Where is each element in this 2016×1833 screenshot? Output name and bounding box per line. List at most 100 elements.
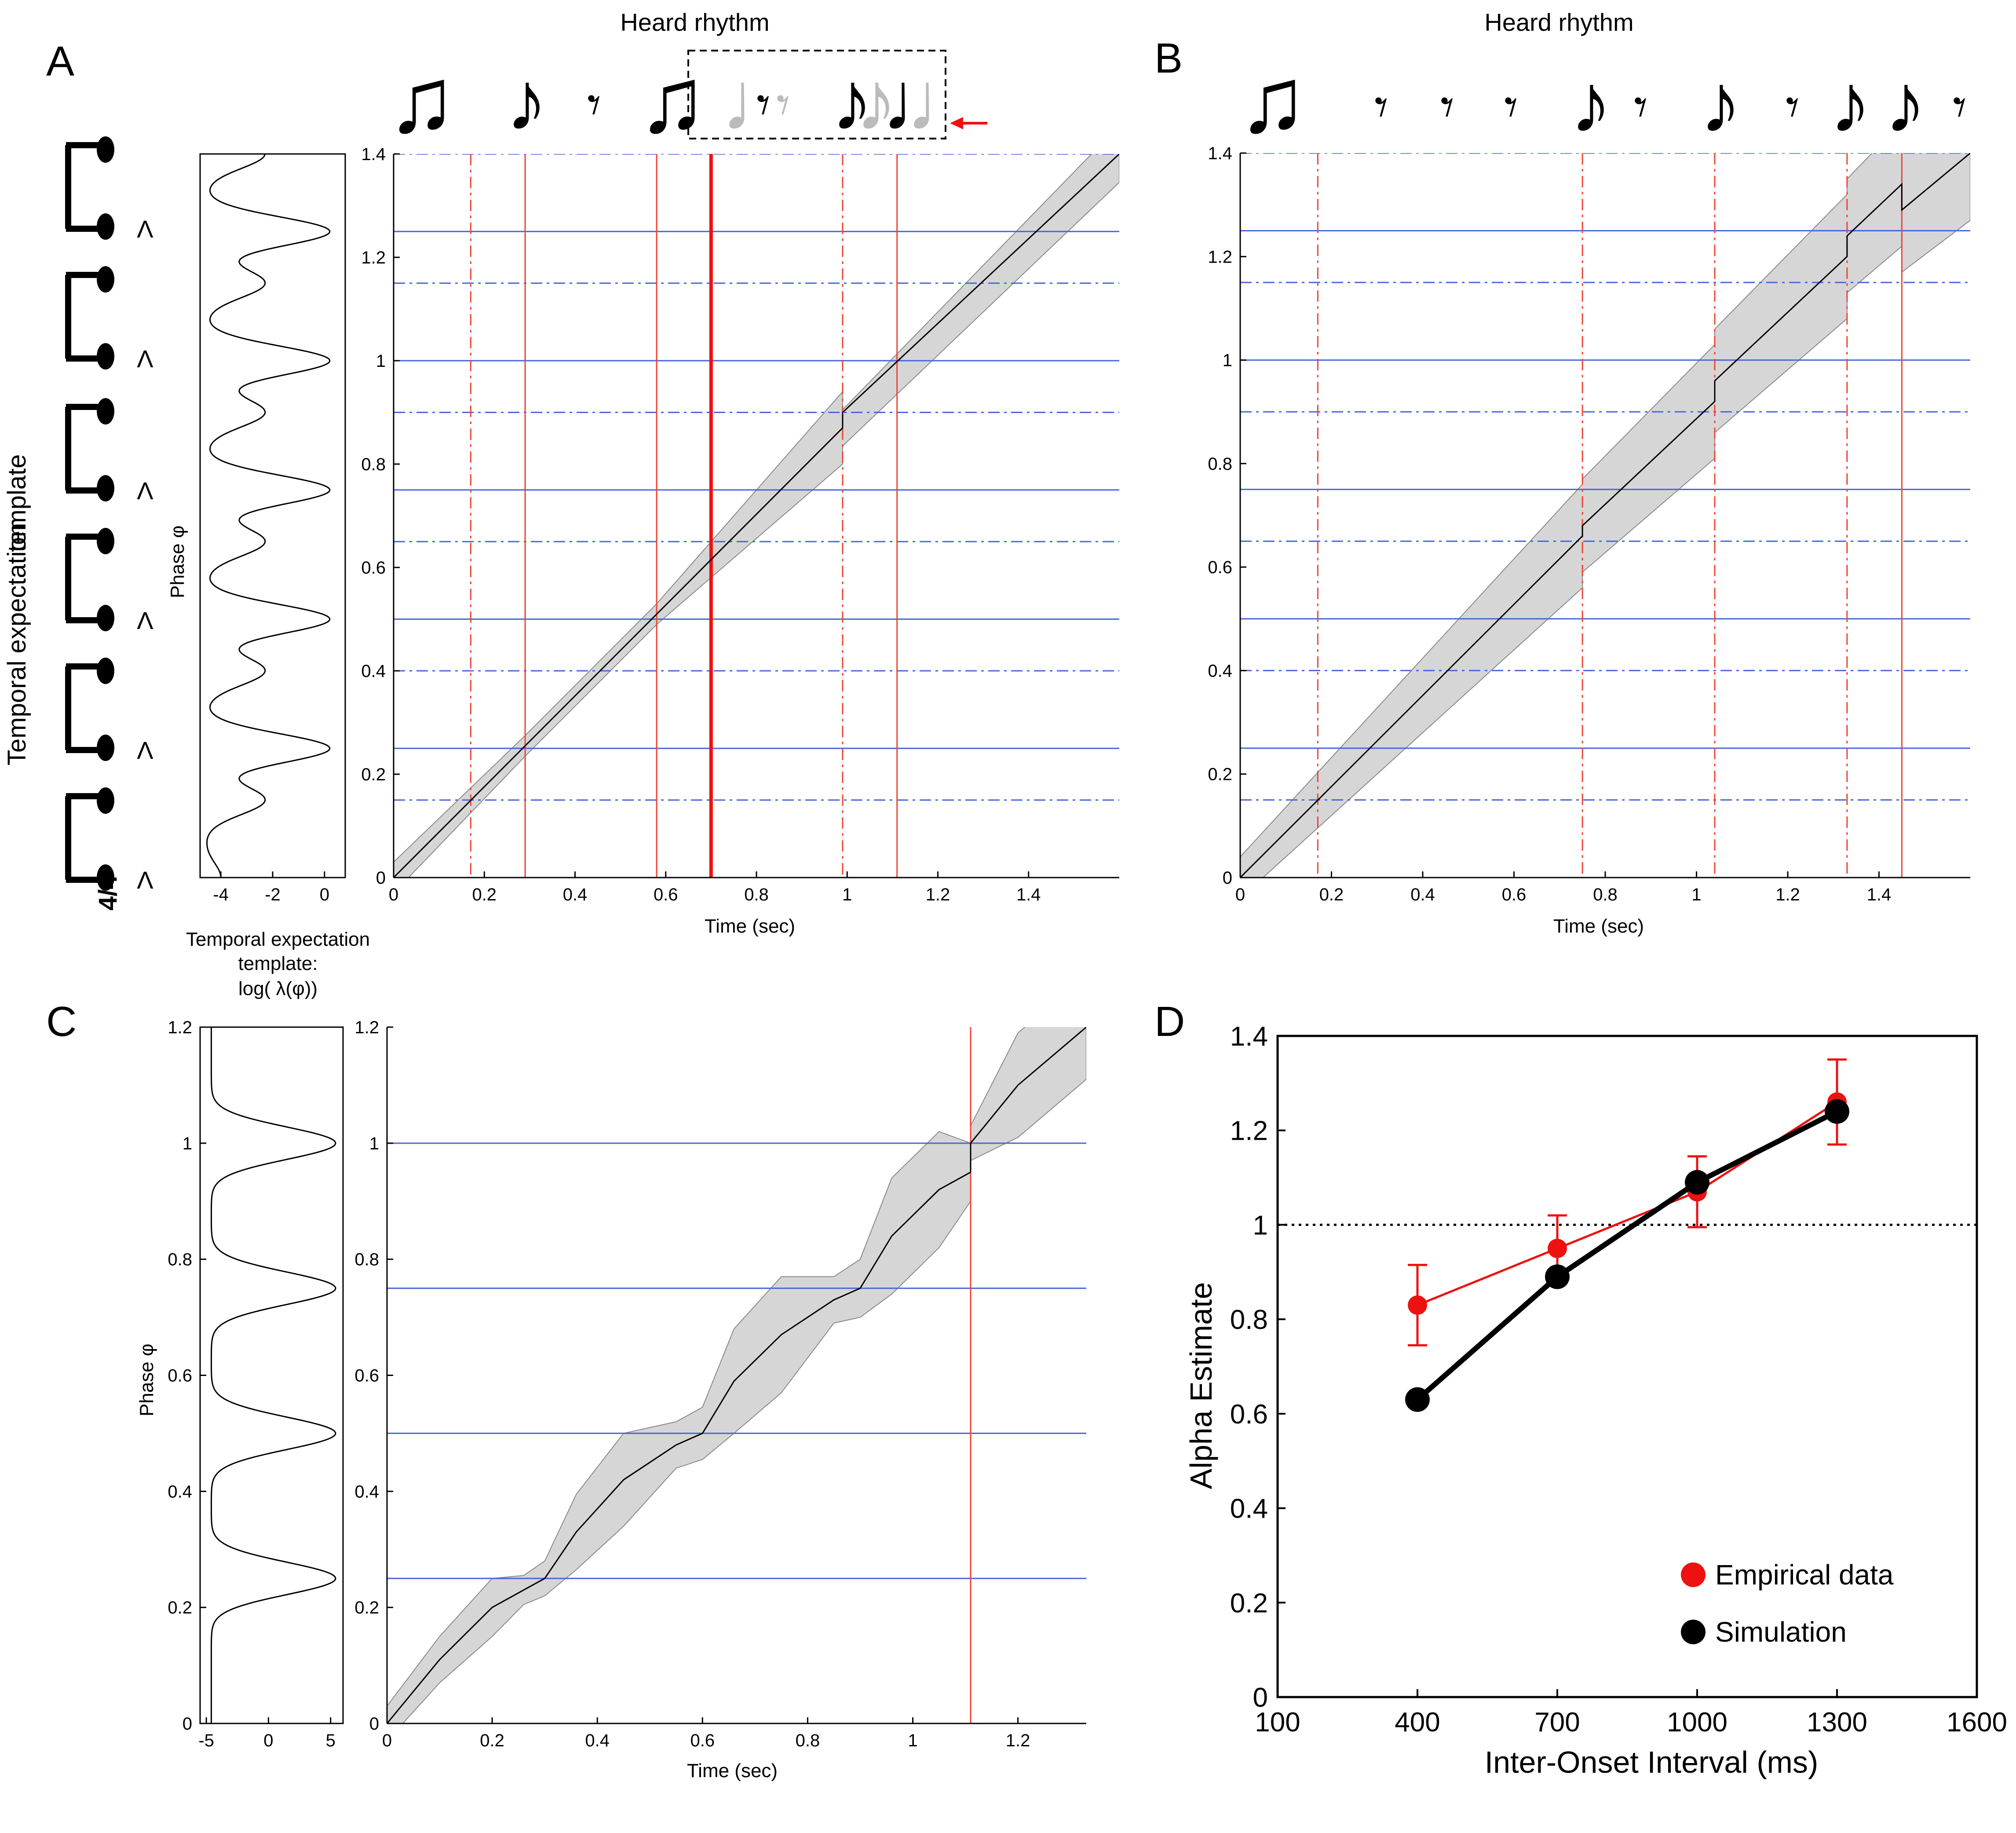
y-tick-label-1: 0.2 bbox=[361, 765, 386, 784]
x-tick-label-3: 0.6 bbox=[654, 885, 678, 904]
panel-a-template-xlabel-3: log( λ(φ)) bbox=[238, 978, 318, 999]
y-tick-label-0: 0 bbox=[1223, 868, 1232, 888]
d-x-tick-label-3: 1000 bbox=[1667, 1707, 1727, 1738]
y-tick-label-6: 1.2 bbox=[1208, 247, 1232, 267]
d-x-tick-label-0: 100 bbox=[1255, 1707, 1300, 1738]
series-line-0 bbox=[1417, 1101, 1838, 1306]
note-head-bottom-2 bbox=[97, 475, 114, 501]
template-x-tick-label-1: -2 bbox=[265, 885, 281, 904]
note-head-bottom-5 bbox=[97, 864, 114, 891]
rest-a3: 𝄾 bbox=[587, 76, 601, 135]
d-y-tick-label-5: 1 bbox=[1253, 1210, 1268, 1240]
d-x-tick-label-4: 1300 bbox=[1807, 1707, 1867, 1738]
y-tick-label-5: 1 bbox=[376, 351, 386, 371]
ghost-note-a9: ♪ bbox=[855, 55, 897, 148]
note-head-bottom-4 bbox=[97, 735, 114, 761]
x-tick-label-0: 0 bbox=[389, 885, 398, 904]
template-rotated-label-2: template bbox=[3, 454, 31, 552]
y-tick-label-0: 0 bbox=[369, 1714, 379, 1734]
template-frame bbox=[199, 153, 346, 878]
x-tick-label-5: 1 bbox=[842, 885, 852, 904]
note-head-bottom-1 bbox=[97, 343, 114, 370]
time-signature-text: 4/4 bbox=[94, 875, 122, 911]
template-x-tick-label-2: 5 bbox=[326, 1731, 336, 1750]
template-curve bbox=[206, 154, 331, 878]
d-y-tick-label-4: 0.8 bbox=[1230, 1305, 1268, 1335]
d-x-tick-label-1: 400 bbox=[1395, 1707, 1440, 1738]
legend-marker-empirical bbox=[1681, 1562, 1706, 1587]
ghost-rest-a7: 𝄾 bbox=[776, 76, 790, 135]
x-tick-label-6: 1.2 bbox=[926, 885, 950, 904]
plot-area bbox=[394, 154, 1119, 878]
template-x-tick-label-0: -4 bbox=[213, 885, 229, 904]
x-tick-label-2: 0.4 bbox=[563, 885, 588, 904]
x-tick-label-7: 1.4 bbox=[1016, 885, 1041, 904]
rest-b6: 𝄾 bbox=[1634, 78, 1648, 137]
panel-d-frame bbox=[1276, 1035, 1978, 1698]
rhythm-notation-a: ♫ ♪ 𝄾 ♫ ♩ 𝄾 𝄾 ♪ ♪ ♩ ♩ bbox=[387, 48, 990, 152]
d-y-tick-label-3: 0.6 bbox=[1230, 1399, 1268, 1430]
x-tick-label-4: 0.8 bbox=[1593, 885, 1618, 904]
eighth-note-b7: ♪ bbox=[1700, 57, 1742, 150]
note-head-top-2 bbox=[97, 398, 114, 424]
series-1-point-3 bbox=[1825, 1099, 1849, 1124]
x-tick-label-3: 0.6 bbox=[690, 1731, 715, 1750]
note-head-top-1 bbox=[97, 266, 114, 293]
rest-b8: 𝄾 bbox=[1786, 78, 1800, 137]
template-y-tick-label-2: 0.4 bbox=[168, 1482, 192, 1501]
y-tick-label-4: 0.8 bbox=[354, 1250, 379, 1270]
x-tick-label-2: 0.4 bbox=[1410, 885, 1435, 904]
eighth-note-b9: ♪ bbox=[1830, 57, 1871, 150]
accent-mark-0: Λ bbox=[137, 215, 153, 243]
y-tick-label-5: 1 bbox=[369, 1134, 379, 1153]
panel-d-plot: 100 400 700 1000 1300 1600 0 0.2 0.4 0.6 0.8 1 1.2 1.… bbox=[1230, 1021, 2007, 1738]
x-tick-label-6: 1.2 bbox=[1775, 885, 1800, 904]
y-tick-label-7: 1.4 bbox=[1208, 144, 1232, 163]
accent-mark-1: Λ bbox=[137, 345, 153, 373]
y-tick-label-3: 0.6 bbox=[361, 558, 386, 578]
template-x-tick-label-1: 0 bbox=[263, 1731, 273, 1750]
template-y-tick-label-4: 0.8 bbox=[168, 1250, 192, 1270]
phase-line bbox=[387, 1027, 1086, 1723]
x-tick-label-3: 0.6 bbox=[1502, 885, 1527, 904]
time-signature: 4/4 bbox=[94, 875, 122, 911]
phase-line bbox=[1240, 153, 1970, 878]
panel-label-b: B bbox=[1154, 35, 1183, 82]
series-1-point-2 bbox=[1685, 1170, 1709, 1195]
y-tick-label-6: 1.2 bbox=[361, 248, 386, 267]
note-head-bottom-0 bbox=[97, 213, 114, 240]
panel-c-template: -5 0 5 0 0.2 0.4 0.6 0.8 1 1.2 bbox=[168, 1018, 344, 1750]
note-head-bottom-3 bbox=[97, 605, 114, 631]
d-y-tick-label-6: 1.2 bbox=[1230, 1116, 1268, 1146]
panel-a-plot: 0 0.2 0.4 0.6 0.8 1 1.2 1.4 0 0.2 0.4 0.6 0.8 1 1.2 1.4 bbox=[361, 145, 1119, 904]
template-y-tick-label-3: 0.6 bbox=[168, 1366, 192, 1386]
plot-area bbox=[387, 1027, 1086, 1723]
x-tick-label-0: 0 bbox=[382, 1731, 392, 1750]
rest-b2: 𝄾 bbox=[1374, 78, 1388, 137]
template-notes-column: Λ Λ Λ Λ Λ Λ bbox=[65, 136, 153, 894]
y-tick-label-1: 0.2 bbox=[1208, 765, 1232, 784]
uncertainty-band bbox=[387, 1027, 1086, 1723]
x-tick-label-5: 1 bbox=[1691, 885, 1701, 904]
x-tick-label-4: 0.8 bbox=[744, 885, 769, 904]
y-tick-label-3: 0.6 bbox=[1208, 558, 1232, 577]
panel-d-xlabel: Inter-Onset Interval (ms) bbox=[1485, 1745, 1819, 1779]
x-tick-label-4: 0.8 bbox=[796, 1731, 820, 1750]
legend-label-simulation: Simulation bbox=[1715, 1616, 1847, 1648]
rhythm-notation-b: ♫ 𝄾 𝄾 𝄾 ♪ 𝄾 ♪ 𝄾 ♪ ♪ 𝄾 bbox=[1238, 48, 1967, 152]
y-tick-label-2: 0.4 bbox=[1208, 661, 1232, 681]
d-x-tick-label-5: 1600 bbox=[1947, 1707, 2007, 1738]
legend-marker-simulation bbox=[1681, 1620, 1706, 1644]
ghost-note-a5: ♩ bbox=[721, 55, 805, 148]
x-tick-label-0: 0 bbox=[1235, 885, 1245, 904]
panel-b-xlabel: Time (sec) bbox=[1553, 915, 1644, 937]
template-y-tick-label-6: 1.2 bbox=[168, 1018, 192, 1037]
panel-label-c: C bbox=[46, 998, 77, 1045]
x-tick-label-6: 1.2 bbox=[1006, 1731, 1030, 1750]
y-tick-label-3: 0.6 bbox=[354, 1366, 379, 1386]
d-y-tick-label-1: 0.2 bbox=[1230, 1588, 1268, 1618]
template-y-tick-label-0: 0 bbox=[183, 1714, 192, 1734]
eighth-note-b5: ♪ bbox=[1570, 57, 1612, 150]
zoom-box bbox=[687, 50, 946, 139]
